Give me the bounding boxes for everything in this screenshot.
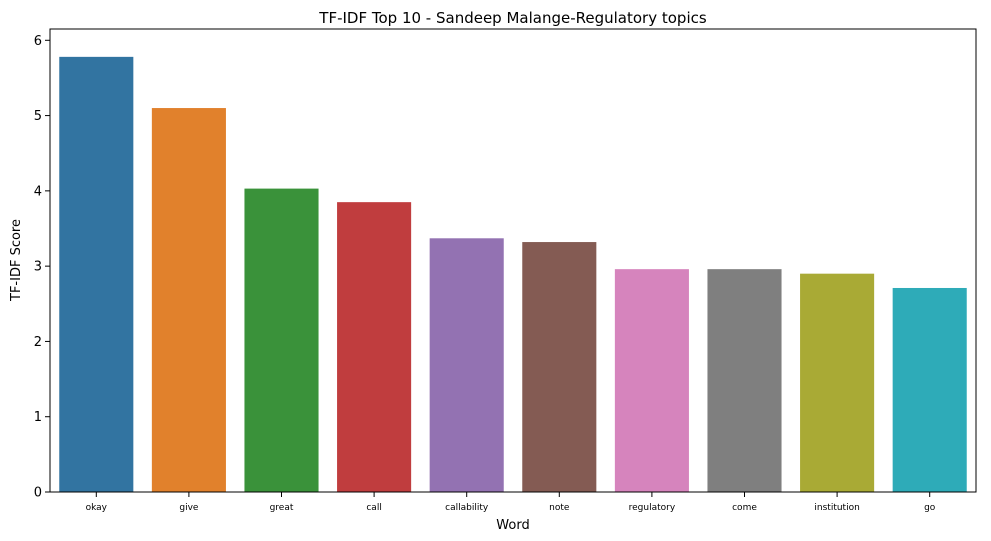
x-tick-label-call: call [366, 503, 381, 513]
x-tick-label-great: great [270, 503, 294, 513]
y-axis-label: TF-IDF Score [9, 219, 24, 302]
x-tick-label-regulatory: regulatory [629, 503, 676, 513]
y-tick-label: 5 [34, 109, 42, 124]
x-axis-label: Word [496, 518, 529, 533]
y-tick-label: 6 [34, 34, 42, 49]
x-tick-label-go: go [924, 503, 936, 513]
y-axis-ticks: 0 1 2 3 4 5 6 [34, 34, 50, 501]
x-tick-label-okay: okay [86, 503, 108, 513]
bar-great [244, 188, 319, 492]
x-tick-label-note: note [549, 503, 570, 513]
x-tick-label-callability: callability [445, 503, 489, 513]
y-tick-label: 2 [34, 335, 42, 350]
bar-regulatory [614, 269, 689, 492]
x-tick-label-come: come [732, 503, 757, 513]
bars [59, 56, 967, 493]
chart-title: TF-IDF Top 10 - Sandeep Malange-Regulato… [318, 9, 707, 27]
y-tick-label: 3 [34, 260, 42, 275]
plot-frame [49, 28, 977, 493]
bar-callability [429, 238, 504, 492]
x-tick-label-give: give [179, 503, 199, 513]
bar-note [522, 242, 597, 492]
x-axis-ticks: okay give great call callability note regulato… [86, 492, 936, 513]
bar-give [151, 108, 226, 493]
bar-call [337, 202, 412, 492]
x-tick-label-institution: institution [814, 503, 859, 513]
y-tick-label: 1 [34, 410, 42, 425]
bar-go [892, 287, 967, 492]
bar-institution [800, 273, 875, 492]
y-tick-label: 0 [34, 486, 42, 501]
y-tick-label: 4 [34, 184, 42, 199]
bar-come [707, 269, 782, 492]
bar-okay [59, 56, 134, 492]
